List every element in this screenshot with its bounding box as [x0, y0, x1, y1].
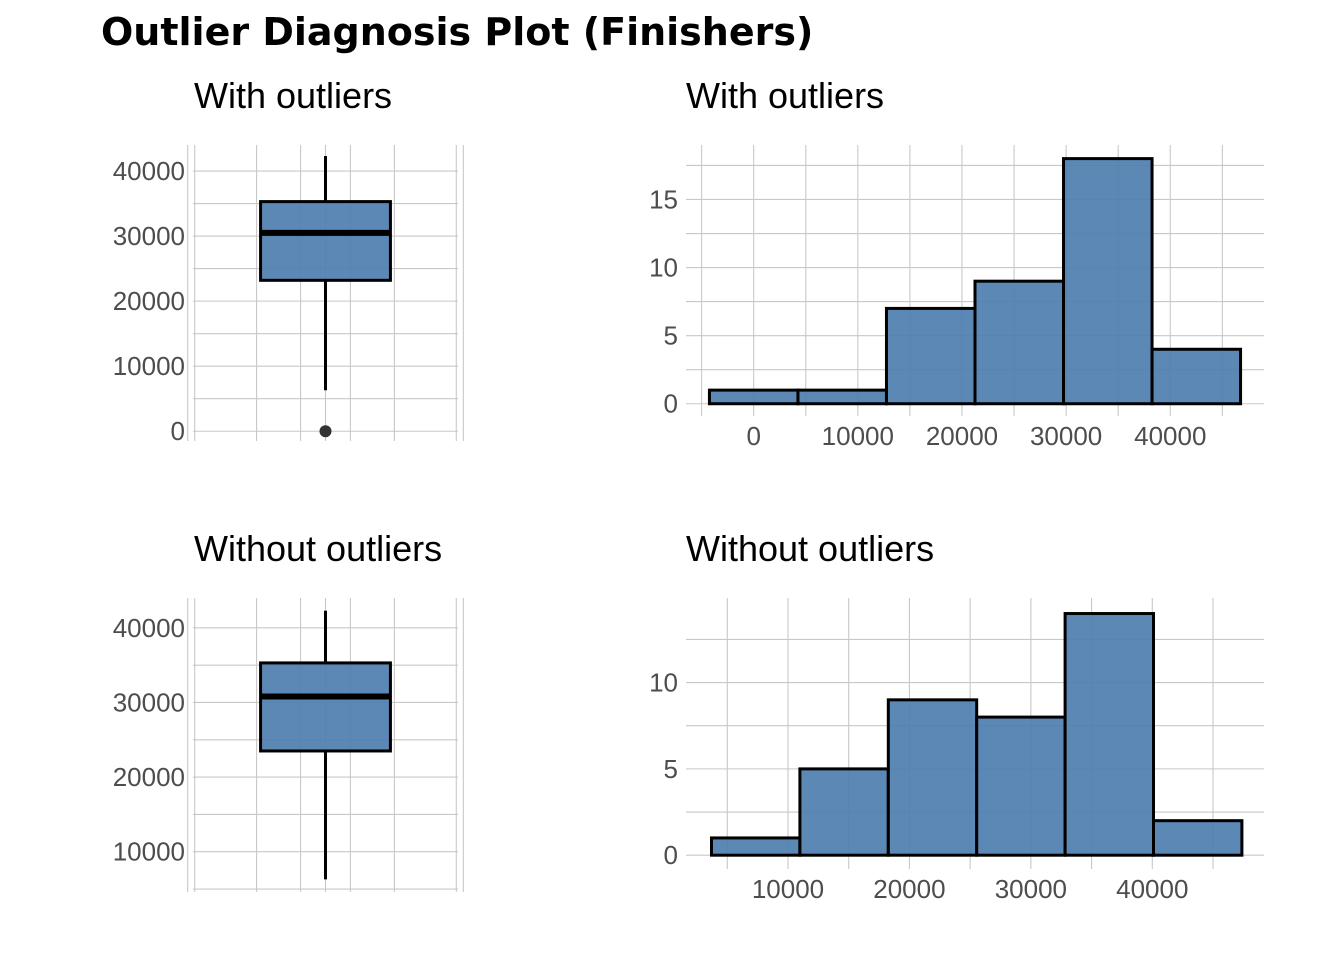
y-tick-label: 20000 — [113, 762, 185, 792]
histogram-bar — [707, 388, 800, 406]
histogram-bar — [710, 836, 802, 857]
histogram-bar — [1152, 819, 1244, 857]
box-iqr — [259, 661, 392, 753]
x-tick-label: 20000 — [873, 874, 945, 904]
x-tick-label: 30000 — [995, 874, 1067, 904]
y-tick-label: 5 — [664, 754, 678, 784]
histogram-bar — [798, 767, 890, 857]
y-tick-label: 0 — [664, 389, 678, 419]
histogram-bar — [1063, 612, 1155, 857]
histogram-bar — [973, 279, 1066, 406]
panel-title: With outliers — [194, 75, 392, 116]
x-tick-label: 10000 — [752, 874, 824, 904]
panel-title: Without outliers — [194, 528, 442, 569]
x-tick-label: 30000 — [1030, 421, 1102, 451]
y-tick-label: 0 — [664, 840, 678, 870]
y-tick-label: 5 — [664, 321, 678, 351]
y-tick-label: 0 — [171, 416, 185, 446]
box-iqr — [259, 200, 392, 282]
main-title: Outlier Diagnosis Plot (Finishers) — [101, 10, 813, 54]
panel-1: With outliers 0 10000 20000 30000 40000 — [113, 75, 464, 446]
histogram-bar — [884, 306, 977, 406]
y-tick-label: 40000 — [113, 613, 185, 643]
panel-4: Without outliers 0 5 10 10000 20000 30000 40000 — [649, 528, 1264, 904]
histogram-bar — [796, 388, 888, 406]
panel-title: Without outliers — [686, 528, 934, 569]
y-tick-label: 10000 — [113, 351, 185, 381]
x-tick-label: 40000 — [1116, 874, 1188, 904]
panel-2: With outliers 0 5 10 15 0 10000 20000 30000 40000 — [649, 75, 1264, 451]
y-tick-label: 40000 — [113, 156, 185, 186]
y-tick-label: 30000 — [113, 221, 185, 251]
y-tick-label: 10 — [649, 668, 678, 698]
histogram-bar — [1150, 347, 1243, 406]
histogram-bar — [975, 715, 1067, 857]
x-tick-label: 0 — [746, 421, 760, 451]
y-tick-label: 30000 — [113, 687, 185, 717]
x-tick-label: 20000 — [926, 421, 998, 451]
x-tick-label: 40000 — [1134, 421, 1206, 451]
y-tick-label: 10000 — [113, 837, 185, 867]
outlier-point — [319, 425, 332, 438]
y-tick-label: 10 — [649, 253, 678, 283]
panel-title: With outliers — [686, 75, 884, 116]
panel-3: Without outliers 10000 20000 30000 40000 — [113, 528, 464, 892]
histogram-bar — [886, 698, 979, 857]
y-tick-label: 15 — [649, 184, 678, 214]
x-tick-label: 10000 — [822, 421, 894, 451]
y-tick-label: 20000 — [113, 286, 185, 316]
histogram-bar — [1062, 157, 1154, 406]
